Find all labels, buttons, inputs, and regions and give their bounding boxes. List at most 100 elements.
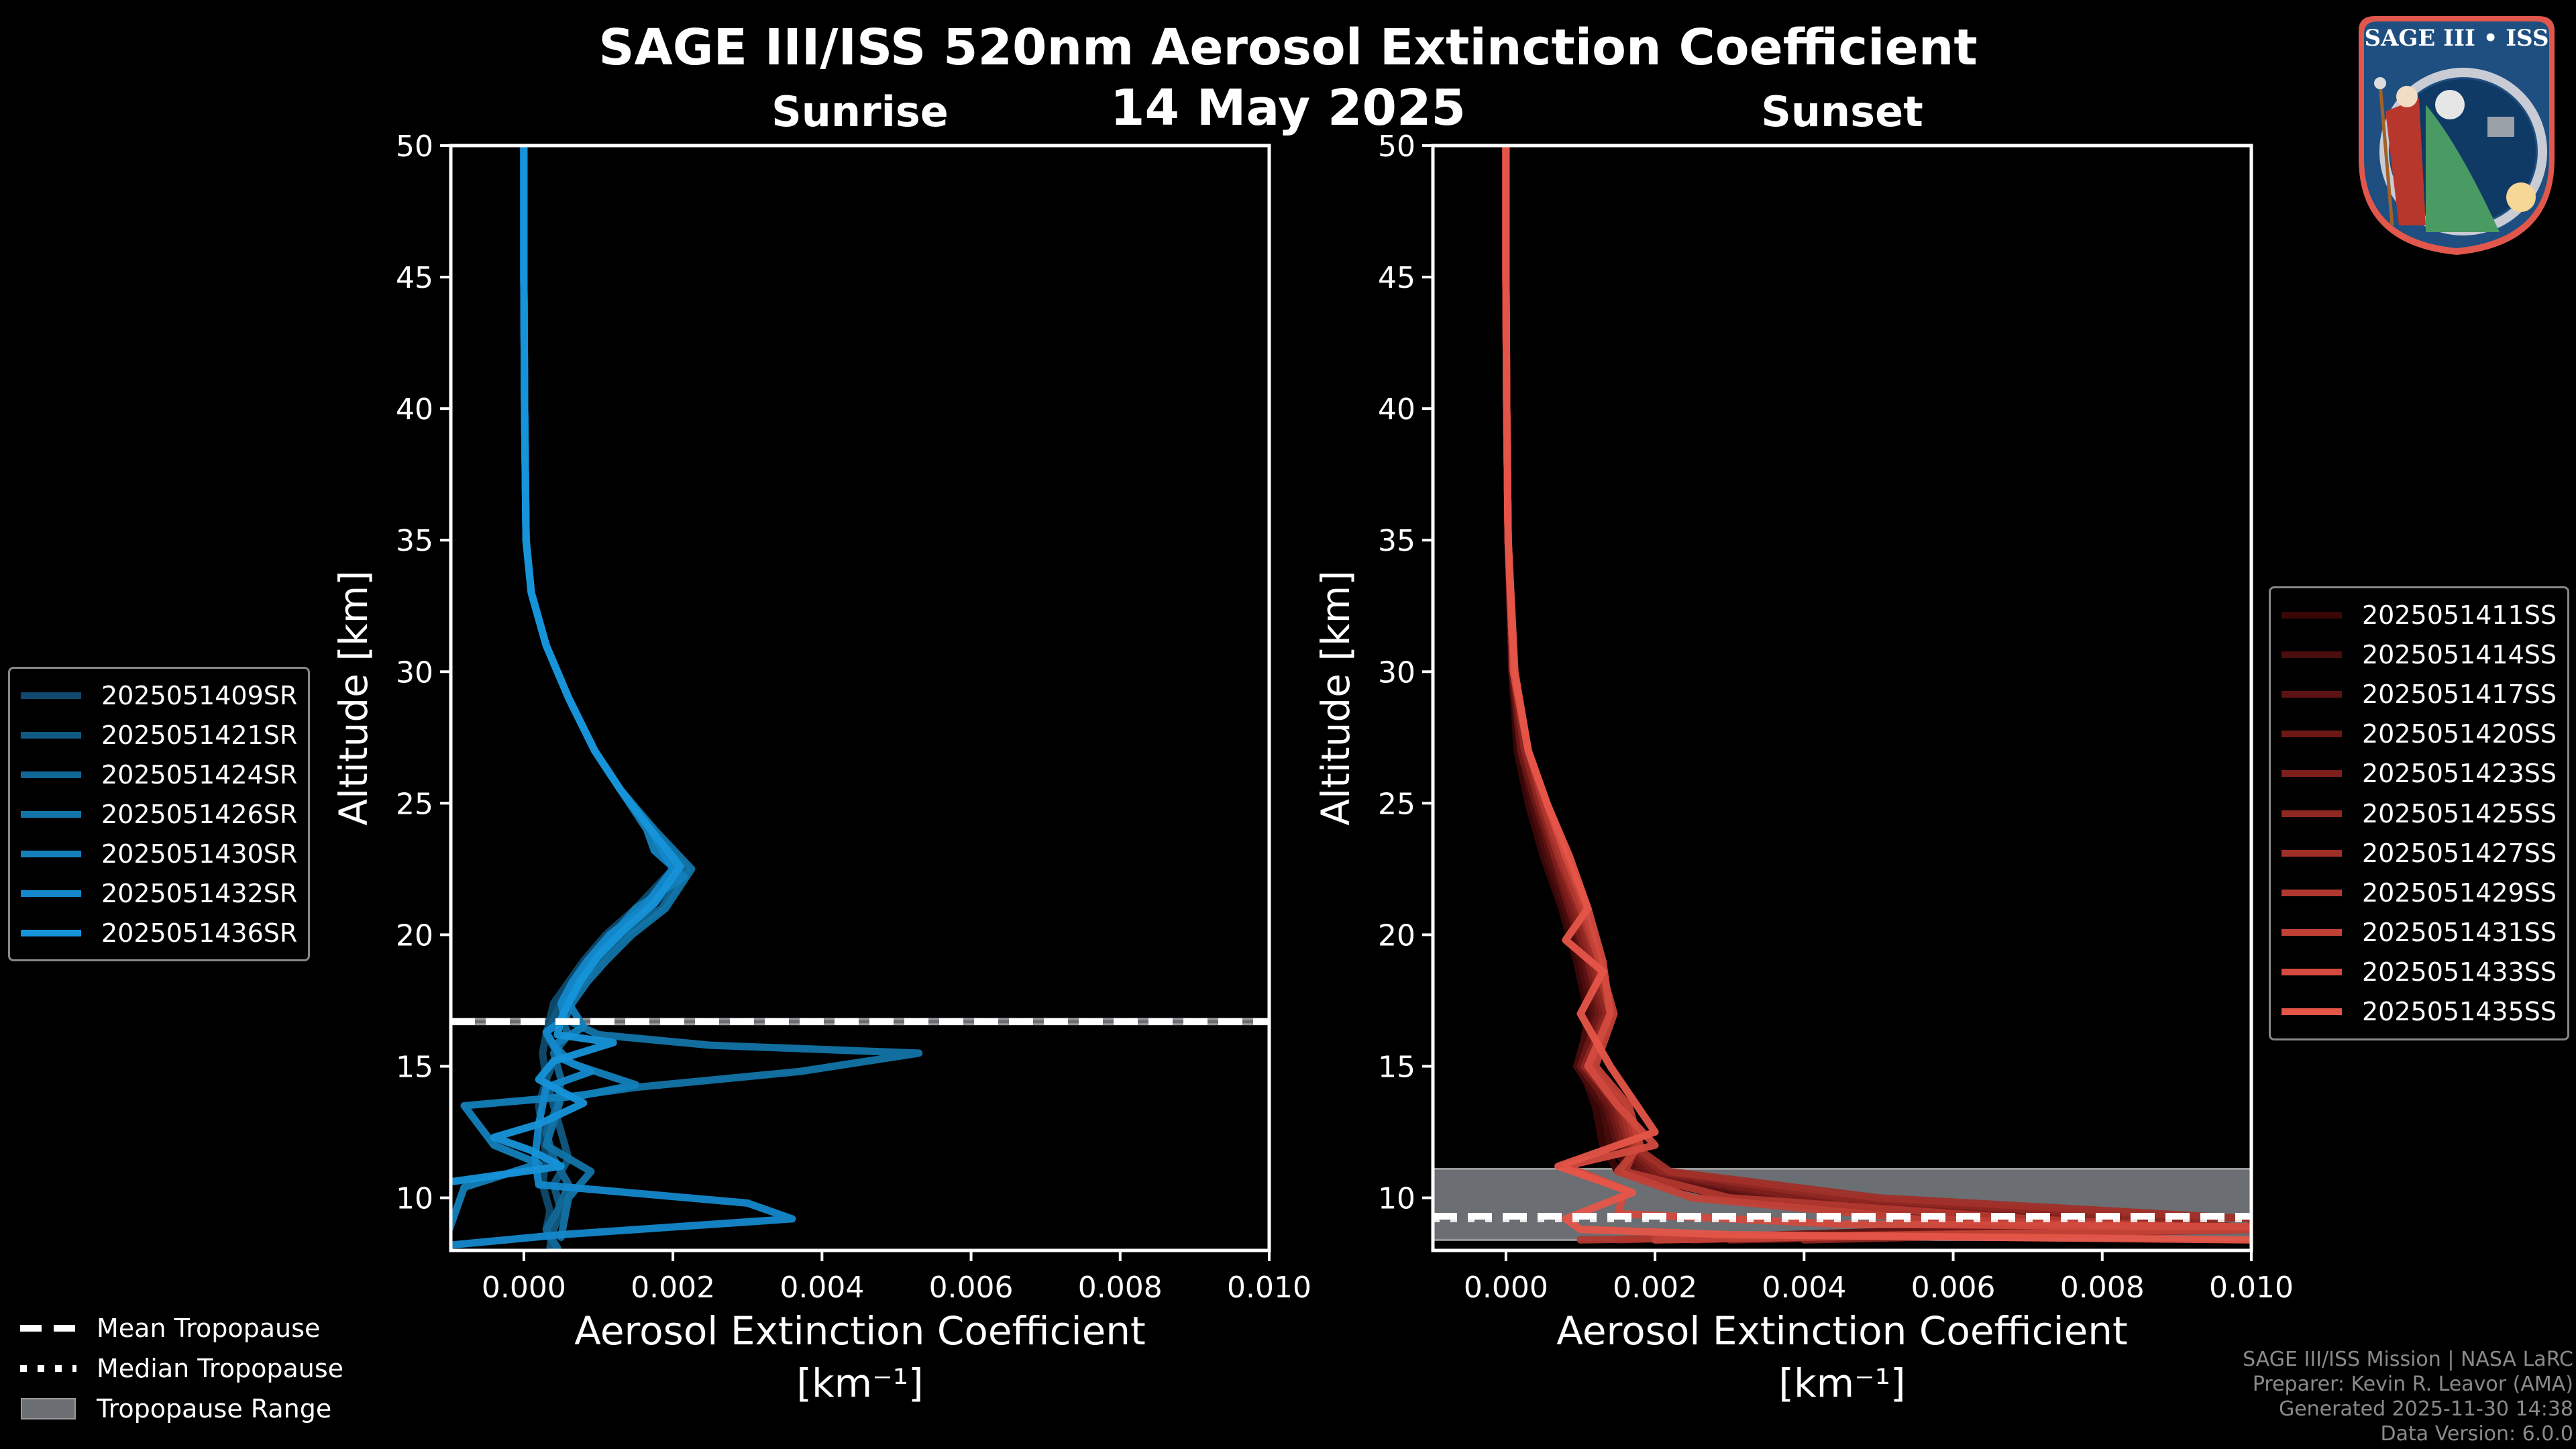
legend-label: 2025051435SS: [2362, 997, 2557, 1027]
tropopause-legend: Mean Tropopause Median Tropopause Tropop…: [20, 1308, 343, 1429]
x-tick-label: 0.006: [1911, 1271, 1996, 1305]
sunset-panel: 0.000 0.002 0.004 0.006 0.008 0.010 10 15 20 25 30…: [1313, 129, 2294, 1406]
dashed-line-icon: [20, 1325, 76, 1332]
sunset-legend: 2025051411SS 2025051414SS 2025051417SS 2025…: [2269, 586, 2570, 1041]
legend-median-tropopause: Median Tropopause: [20, 1348, 343, 1389]
legend-item: 2025051432SR: [21, 873, 297, 913]
legend-label: 2025051432SR: [101, 878, 298, 908]
legend-label: 2025051431SS: [2362, 918, 2557, 948]
legend-line-swatch: [21, 810, 81, 818]
sunrise-panel-title: Sunrise: [771, 87, 949, 136]
y-tick-label: 20: [396, 918, 433, 953]
legend-line-swatch: [21, 731, 81, 739]
legend-line-swatch: [2282, 651, 2342, 658]
legend-item: 2025051414SS: [2282, 635, 2557, 674]
x-tick-label: 0.004: [780, 1271, 864, 1305]
legend-label: 2025051429SS: [2362, 877, 2557, 908]
legend-item: 2025051433SS: [2282, 953, 2557, 992]
legend-line-swatch: [2282, 1008, 2342, 1016]
y-tick-label: 35: [1378, 524, 1415, 558]
logo-title: SAGE III • ISS: [2364, 25, 2548, 52]
x-tick-label: 0.000: [482, 1271, 566, 1305]
x-tick-label: 0.010: [2209, 1271, 2294, 1305]
legend-item: 2025051436SR: [21, 913, 297, 953]
y-tick-label: 40: [1378, 392, 1415, 427]
legend-item: 2025051417SS: [2282, 674, 2557, 714]
y-tick-label: 50: [1378, 129, 1415, 164]
legend-line-swatch: [21, 890, 81, 897]
x-tick-label: 0.006: [929, 1271, 1014, 1305]
y-tick-label: 30: [1378, 655, 1415, 690]
legend-line-swatch: [21, 850, 81, 857]
legend-line-swatch: [2282, 611, 2342, 619]
y-tick-label: 50: [396, 129, 433, 164]
legend-label: 2025051425SS: [2362, 798, 2557, 828]
y-tick-label: 20: [1378, 918, 1415, 953]
legend-line-swatch: [2282, 969, 2342, 976]
y-axis-label: Altitude [km]: [1313, 570, 1358, 825]
credits: SAGE III/ISS Mission | NASA LaRC Prepare…: [2243, 1347, 2573, 1446]
legend-mean-tropopause: Mean Tropopause: [20, 1308, 343, 1348]
legend-label: 2025051430SR: [101, 839, 298, 869]
x-axis-label: Aerosol Extinction Coefficient: [574, 1308, 1146, 1354]
sunrise-panel: 0.000 0.002 0.004 0.006 0.008 0.010 10 15 20 25 30…: [331, 129, 1311, 1406]
legend-item: 2025051409SR: [21, 676, 297, 715]
legend-label: 2025051420SS: [2362, 719, 2557, 749]
legend-tropopause-range: Tropopause Range: [20, 1389, 343, 1429]
range-band-icon: [21, 1398, 76, 1419]
legend-item: 2025051429SS: [2282, 873, 2557, 912]
legend-item: 2025051425SS: [2282, 794, 2557, 833]
legend-label: 2025051424SR: [101, 759, 298, 790]
plot-area: [1433, 146, 2251, 1244]
tropopause-range-band: [451, 1018, 1269, 1026]
chart-date: 14 May 2025: [1110, 79, 1466, 137]
legend-label: 2025051414SS: [2362, 639, 2557, 669]
y-tick-label: 10: [1378, 1182, 1415, 1216]
legend-line-swatch: [21, 692, 81, 699]
x-tick-label: 0.002: [631, 1271, 715, 1305]
legend-line-swatch: [21, 929, 81, 936]
legend-label: 2025051409SR: [101, 680, 298, 710]
legend-label: 2025051433SS: [2362, 957, 2557, 987]
legend-label: 2025051423SS: [2362, 759, 2557, 789]
legend-label: Median Tropopause: [97, 1354, 343, 1383]
x-tick-label: 0.004: [1762, 1271, 1846, 1305]
plot-area: [451, 146, 1269, 1250]
legend-item: 2025051427SS: [2282, 833, 2557, 873]
legend-item: 2025051423SS: [2282, 754, 2557, 794]
y-tick-label: 35: [396, 524, 433, 558]
legend-label: 2025051436SR: [101, 918, 298, 948]
dotted-line-icon: [20, 1365, 76, 1372]
credit-version: Data Version: 6.0.0: [2380, 1422, 2573, 1446]
legend-label: Tropopause Range: [97, 1394, 332, 1424]
y-tick-label: 15: [1378, 1051, 1415, 1085]
axes-frame: [449, 144, 1271, 1252]
profile-line-2025051435SS: [1502, 146, 2251, 1244]
y-tick-label: 45: [1378, 261, 1415, 295]
legend-line-swatch: [2282, 770, 2342, 777]
x-tick-label: 0.002: [1613, 1271, 1697, 1305]
legend-item: 2025051431SS: [2282, 913, 2557, 953]
sunrise-legend: 2025051409SR 2025051421SR 2025051424SR 2025…: [8, 667, 311, 961]
y-tick-label: 15: [396, 1051, 433, 1085]
legend-item: 2025051411SS: [2282, 595, 2557, 635]
chart-title: SAGE III/ISS 520nm Aerosol Extinction Co…: [598, 19, 1978, 76]
legend-label: Mean Tropopause: [97, 1313, 321, 1343]
y-axis-label: Altitude [km]: [331, 570, 376, 825]
legend-label: 2025051427SS: [2362, 838, 2557, 868]
legend-label: 2025051411SS: [2362, 600, 2557, 630]
x-tick-label: 0.000: [1464, 1271, 1548, 1305]
x-axis-units: [km⁻¹]: [1778, 1360, 1905, 1406]
credit-mission: SAGE III/ISS Mission | NASA LaRC: [2243, 1348, 2573, 1371]
sunset-panel-title: Sunset: [1761, 87, 1923, 136]
legend-item: 2025051420SS: [2282, 714, 2557, 754]
y-tick-label: 45: [396, 261, 433, 295]
legend-item: 2025051421SR: [21, 715, 297, 755]
y-tick-label: 25: [1378, 787, 1415, 821]
credit-generated: Generated 2025-11-30 14:38: [2278, 1397, 2573, 1421]
legend-line-swatch: [2282, 690, 2342, 698]
legend-label: 2025051421SR: [101, 720, 298, 750]
legend-line-swatch: [2282, 810, 2342, 817]
y-tick-label: 25: [396, 787, 433, 821]
